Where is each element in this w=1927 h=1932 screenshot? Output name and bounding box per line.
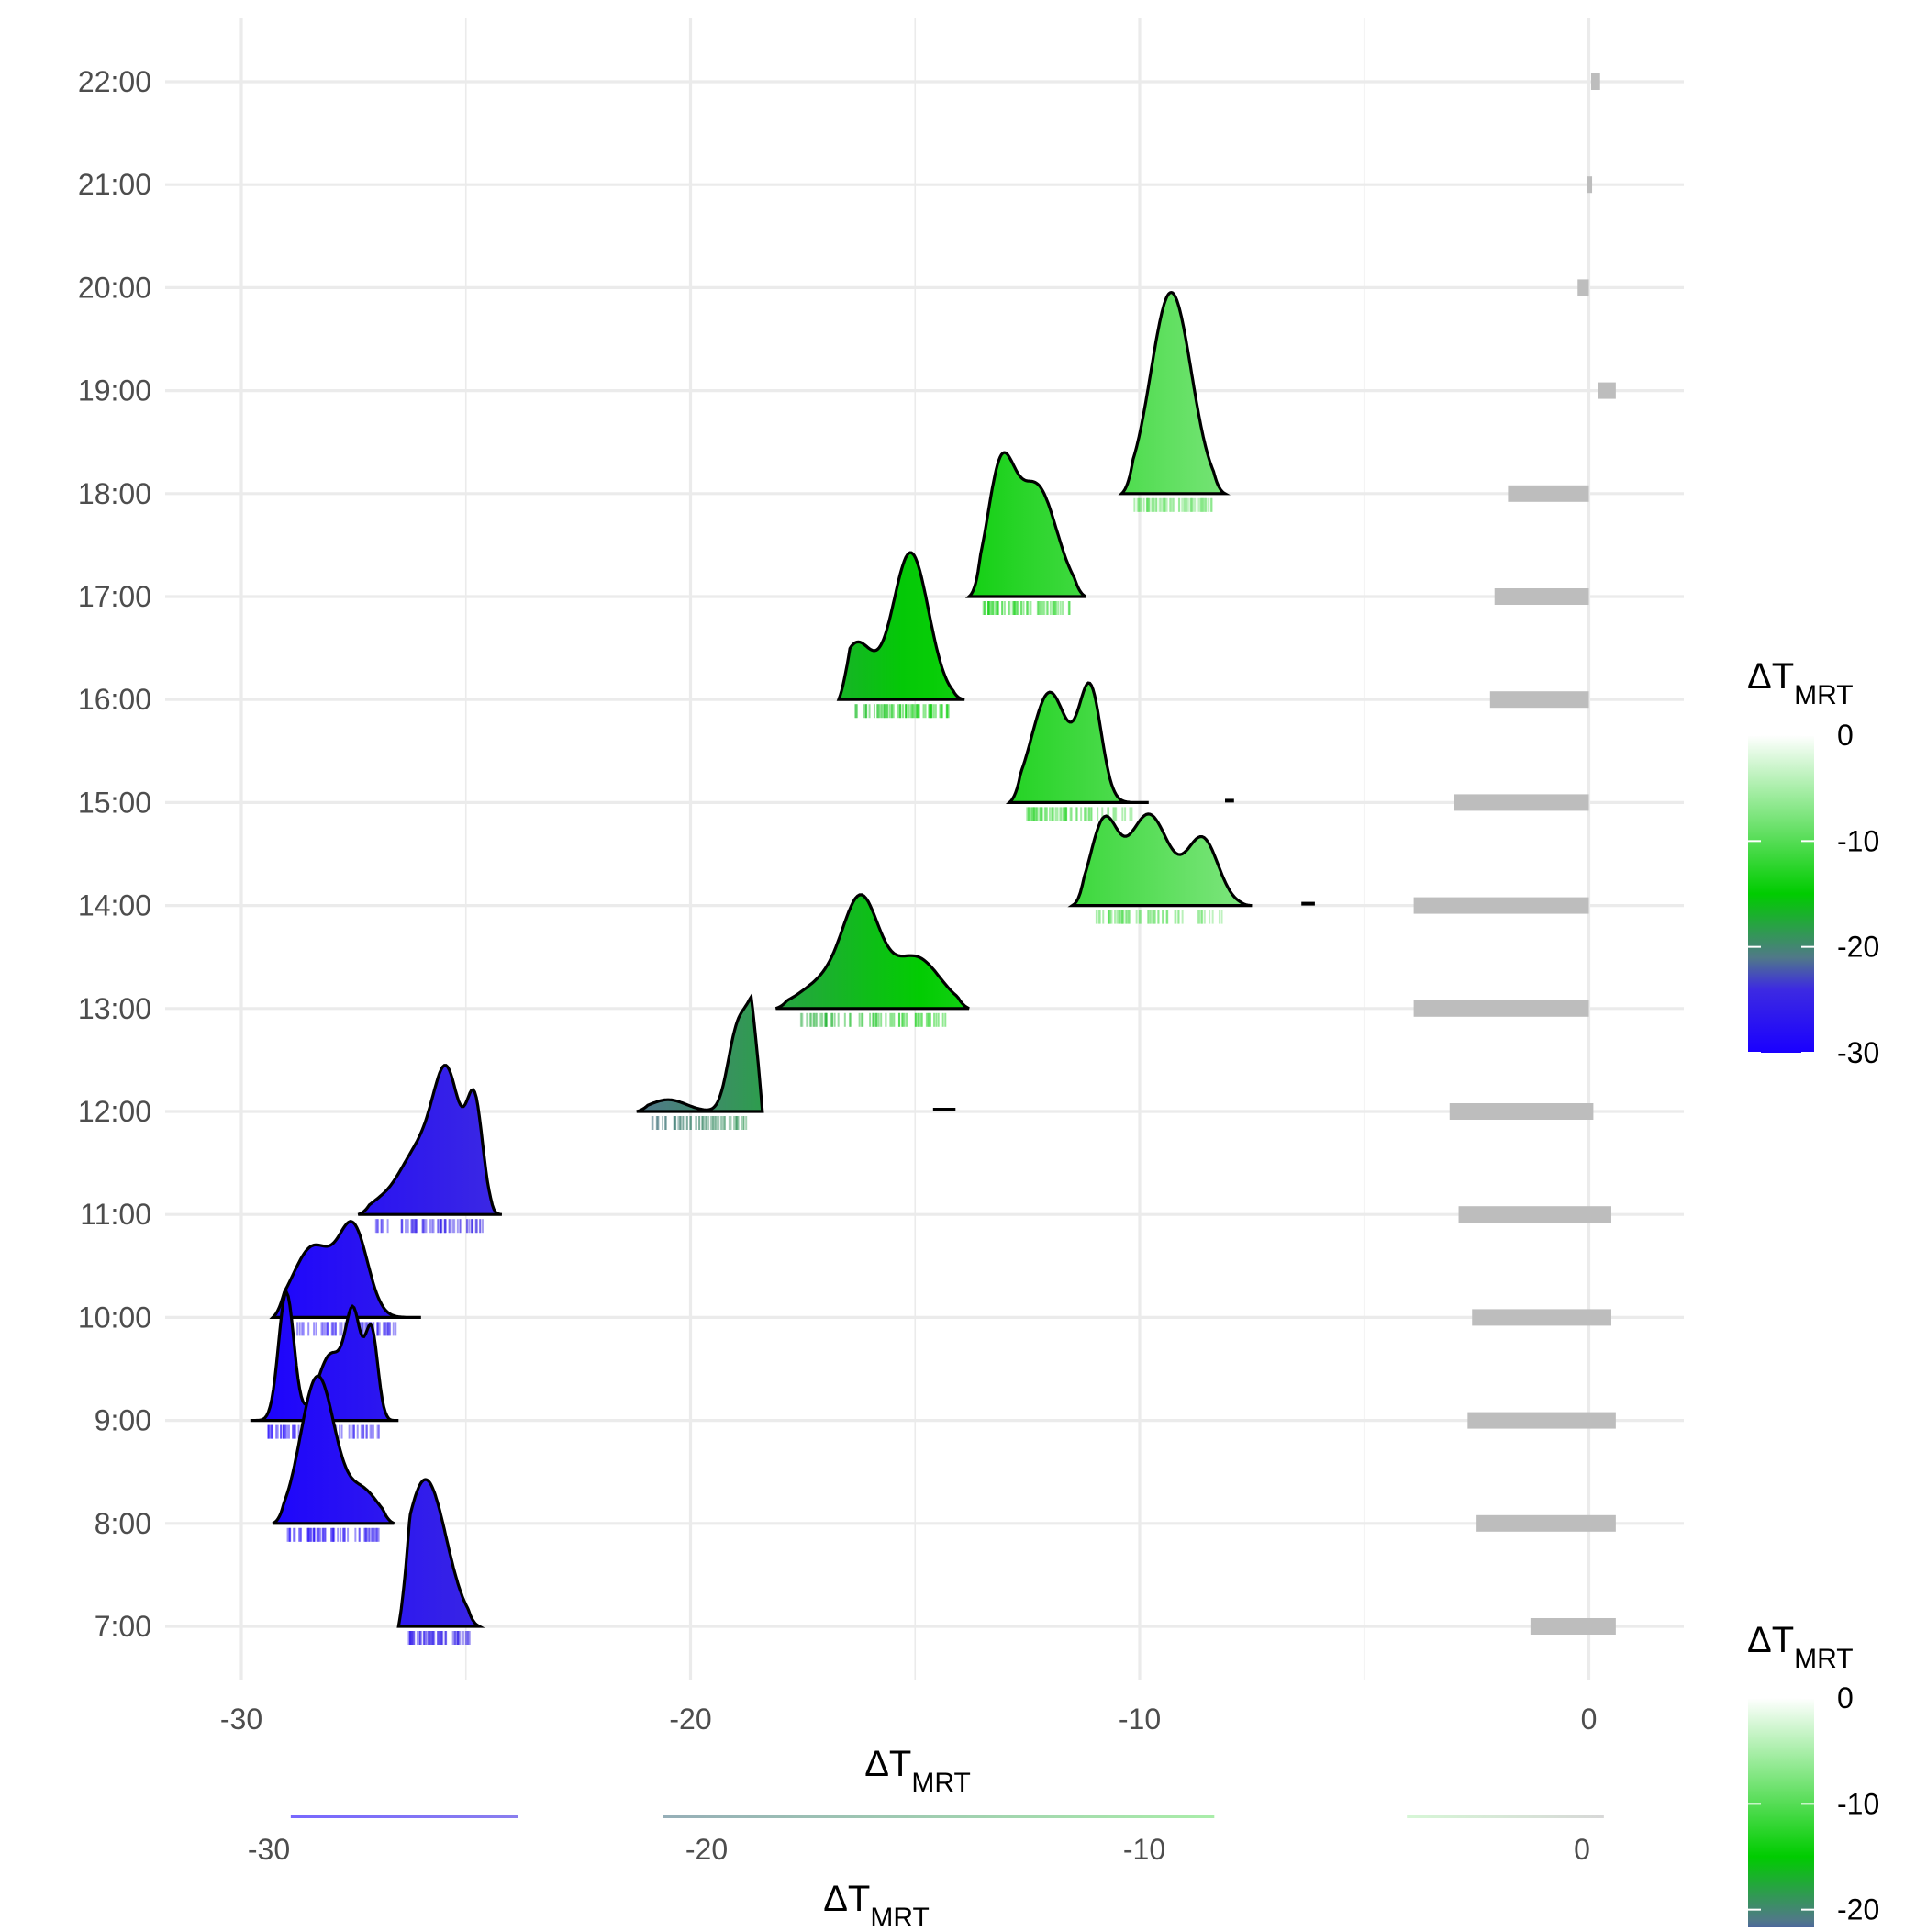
ridge-rug-17:00 (982, 601, 1071, 615)
inset-x-tick-label: -20 (685, 1833, 728, 1866)
y-tick-label: 18:00 (78, 477, 151, 510)
reference-rug-8:00 (1476, 1514, 1616, 1532)
y-tick-label: 10:00 (78, 1301, 151, 1334)
y-tick-label: 19:00 (78, 374, 151, 408)
ridge-17:00 (964, 451, 1087, 598)
y-tick-label: 21:00 (78, 168, 151, 201)
legend-label: -10 (1837, 1787, 1879, 1820)
reference-rug-13:00 (1413, 1000, 1589, 1017)
reference-rug-21:00 (1587, 176, 1593, 194)
x-tick-label: -20 (669, 1703, 711, 1736)
ridge-rug-18:00 (1133, 497, 1213, 512)
y-tick-label: 16:00 (78, 683, 151, 716)
x-tick-label: -10 (1119, 1703, 1161, 1736)
ridge-rug-14:00 (1095, 910, 1223, 924)
reference-rug-17:00 (1494, 588, 1589, 605)
legend-label: -10 (1837, 824, 1879, 857)
legend-label: 0 (1837, 1681, 1854, 1714)
reference-rug-16:00 (1489, 691, 1589, 709)
ridge-9:00 (250, 1290, 399, 1423)
reference-rugs (1413, 73, 1616, 1635)
ridge-rug-12:00 (651, 1116, 748, 1130)
reference-rug-12:00 (1449, 1103, 1594, 1120)
x-tick-label: 0 (1581, 1703, 1598, 1736)
inset-legend-title: ΔTMRT (1747, 1620, 1854, 1674)
inset-strip (290, 1815, 518, 1818)
reference-rug-11:00 (1458, 1206, 1611, 1223)
ridge-7:00 (396, 1478, 485, 1628)
y-tick-label: 12:00 (78, 1095, 151, 1128)
ridge-18:00 (1118, 290, 1231, 496)
ridge-14:00 (1067, 812, 1253, 908)
legend-colorbar (1748, 1698, 1814, 1932)
legend-label: -30 (1837, 1036, 1879, 1069)
ridge-12:00 (636, 992, 764, 1113)
y-tick-label: 13:00 (78, 992, 151, 1025)
ridge-8:00 (272, 1374, 395, 1525)
ridges (250, 290, 1315, 1645)
inset-x-tick-label: 0 (1574, 1833, 1590, 1866)
inset-x-tick-label: -10 (1123, 1833, 1165, 1866)
x-axis: ΔTMRT -30 -20 -10 0 (220, 1703, 1598, 1798)
x-axis-title: ΔTMRT (864, 1744, 971, 1798)
ridge-11:00 (357, 1064, 502, 1216)
ridge-rug-8:00 (286, 1527, 380, 1542)
reference-rug-7:00 (1530, 1618, 1616, 1635)
legend-label: 0 (1837, 719, 1854, 752)
reference-rug-10:00 (1472, 1309, 1611, 1326)
ridge-16:00 (836, 551, 965, 701)
inset-panel: ΔTMRT ΔTMRT -30 -20 -10 0 0 -10 -20 (248, 1620, 1879, 1932)
y-tick-label: 20:00 (78, 271, 151, 304)
inset-x-tick-label: -30 (248, 1833, 290, 1866)
inset-x-axis-title: ΔTMRT (823, 1879, 930, 1927)
ridge-rug-13:00 (799, 1012, 947, 1027)
reference-rug-15:00 (1454, 794, 1589, 811)
legend-label: -20 (1837, 1893, 1879, 1926)
ridge-rug-7:00 (407, 1631, 471, 1645)
reference-rug-22:00 (1590, 73, 1600, 90)
y-tick-label: 9:00 (95, 1404, 151, 1437)
y-axis: 7:00 8:00 9:00 10:00 11:00 12:00 13:00 14:00 15:… (78, 65, 151, 1643)
inset-strip (663, 1815, 1215, 1818)
x-tick-label: -30 (220, 1703, 262, 1736)
legend-colorbar (1748, 735, 1814, 1053)
legend-label: -20 (1837, 931, 1879, 964)
legend: ΔTMRT 0 -10 -20 -30 (1747, 656, 1879, 1069)
reference-rug-20:00 (1577, 279, 1589, 296)
ridge-13:00 (774, 893, 970, 1011)
ridge-10:00 (269, 1220, 421, 1319)
y-tick-label: 8:00 (95, 1507, 151, 1540)
legend-title: ΔTMRT (1747, 656, 1854, 710)
reference-rug-9:00 (1467, 1412, 1616, 1429)
y-tick-label: 17:00 (78, 580, 151, 613)
reference-rug-14:00 (1413, 897, 1589, 914)
y-tick-label: 15:00 (78, 786, 151, 819)
ridge-rug-15:00 (1026, 807, 1133, 821)
y-tick-label: 14:00 (78, 889, 151, 922)
ridge-rug-16:00 (854, 704, 950, 719)
reference-rug-19:00 (1598, 382, 1616, 399)
y-tick-label: 22:00 (78, 65, 151, 98)
reference-rug-18:00 (1508, 485, 1589, 502)
inset-strip (1407, 1815, 1604, 1818)
ridge-rug-11:00 (374, 1219, 484, 1234)
y-tick-label: 7:00 (95, 1610, 151, 1643)
grid (165, 18, 1684, 1680)
y-tick-label: 11:00 (80, 1198, 151, 1231)
ridge-15:00 (1005, 681, 1149, 804)
